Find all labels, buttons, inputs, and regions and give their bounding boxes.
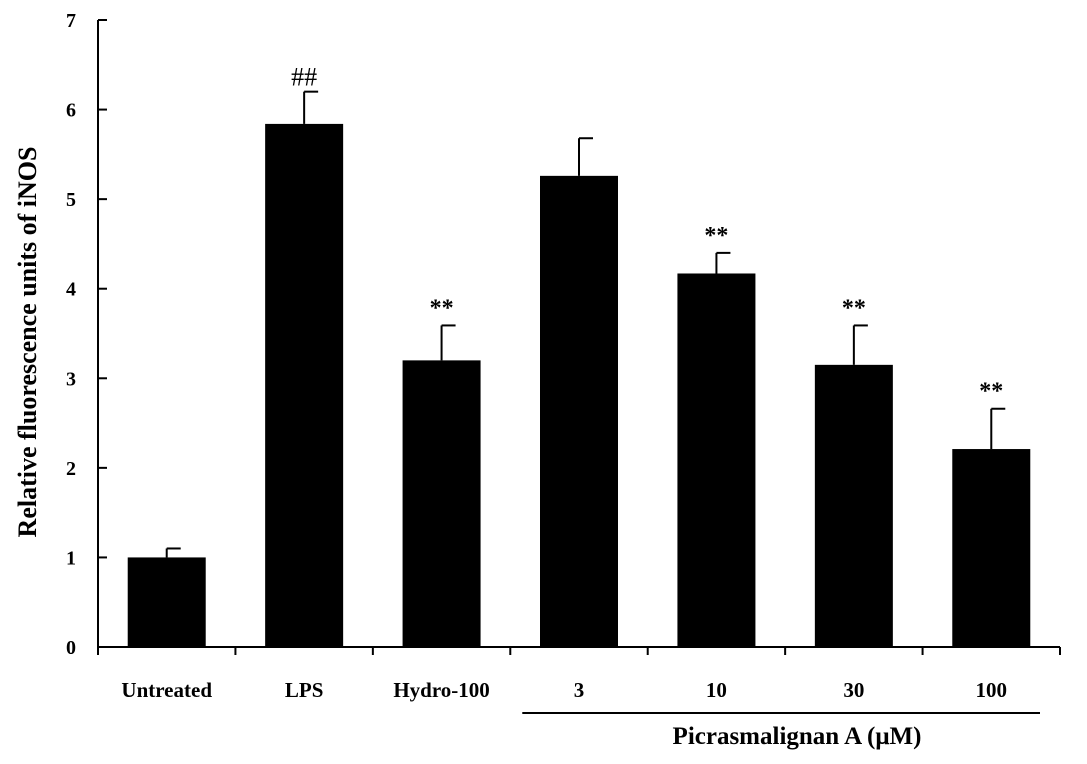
group-label: Picrasmalignan A (μM) [673, 723, 922, 750]
plot-area: 0 1 2 3 4 5 6 7 Untreated ## LPS ** Hydro-100 3 ** 10 **… [66, 10, 1061, 714]
bar [952, 449, 1031, 647]
y-tick-label: 4 [66, 279, 76, 301]
bar [402, 360, 481, 647]
x-tick-label: 100 [976, 678, 1008, 702]
y-tick-label: 1 [66, 547, 76, 569]
y-tick-label: 7 [66, 10, 76, 32]
x-tick-label: 10 [706, 678, 727, 702]
bar [677, 273, 756, 647]
significance-annotation: ** [704, 223, 728, 249]
y-tick-label: 0 [66, 637, 76, 659]
significance-annotation: ** [842, 295, 866, 321]
bar [127, 557, 206, 647]
y-axis-label: Relative fluorescence units of iNOS [13, 147, 42, 538]
bar [814, 364, 893, 647]
significance-annotation: ** [430, 295, 454, 321]
y-tick-label: 3 [66, 368, 76, 390]
significance-annotation: ** [979, 379, 1003, 405]
y-tick-label: 5 [66, 189, 76, 211]
y-tick-label: 2 [66, 458, 76, 480]
significance-annotation: ## [291, 63, 317, 92]
y-tick-label: 6 [66, 100, 76, 122]
x-tick-label: 30 [843, 678, 864, 702]
x-tick-label: 3 [574, 678, 585, 702]
x-tick-label: Untreated [121, 678, 212, 702]
x-tick-label: LPS [285, 678, 324, 702]
bar [265, 123, 344, 648]
bar [540, 175, 618, 647]
x-tick-label: Hydro-100 [393, 678, 489, 702]
